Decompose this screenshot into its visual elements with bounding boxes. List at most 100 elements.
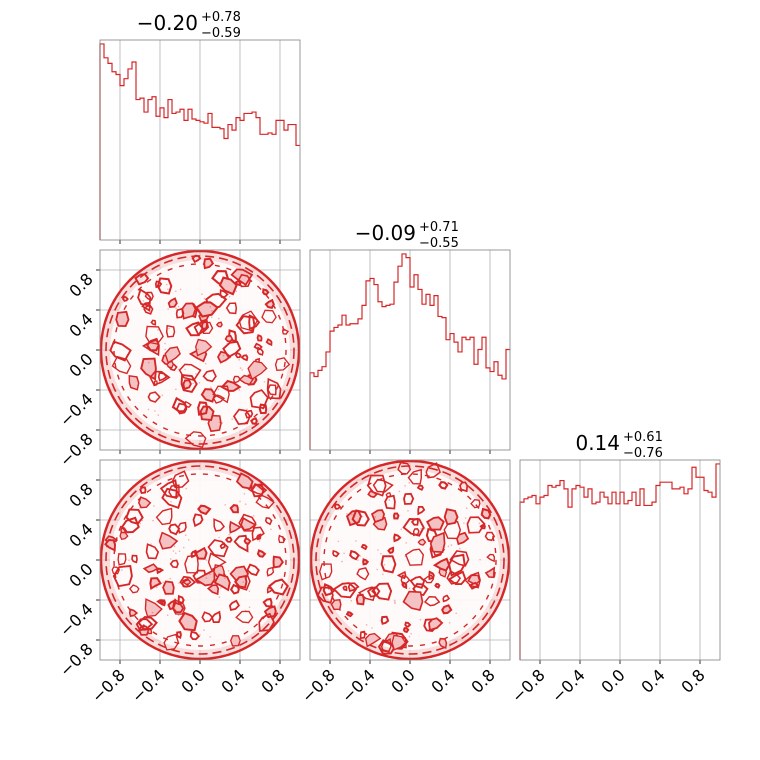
sample-dot <box>346 512 348 515</box>
contour-blob <box>345 611 354 618</box>
sample-dot <box>351 513 353 516</box>
sample-dot <box>227 570 230 572</box>
contour-blob <box>185 321 204 337</box>
sample-dot <box>147 408 150 411</box>
contour-blob <box>250 416 258 425</box>
contour-blob <box>407 468 423 485</box>
sample-dot <box>447 545 450 548</box>
y-tick-label: 0.4 <box>65 519 96 550</box>
sample-dot <box>217 317 220 320</box>
x-tick-label: −0.8 <box>88 665 129 706</box>
contour-blob <box>391 634 407 651</box>
sample-dot <box>463 522 465 524</box>
panel-0-0-title: −0.20 +0.78 −0.59 <box>137 10 241 41</box>
contour-blob <box>218 276 238 296</box>
sample-dot <box>464 517 467 519</box>
contour-blob <box>154 280 163 289</box>
sample-dot <box>400 528 403 531</box>
contour-blob <box>281 327 290 335</box>
sample-dot <box>138 507 141 509</box>
contour-blob <box>181 577 190 588</box>
contour-blob <box>392 512 400 520</box>
contour-blob <box>144 291 154 301</box>
contour-blob <box>128 374 140 391</box>
contour-blob <box>142 339 160 357</box>
contour-blob <box>412 528 420 537</box>
contour-blob <box>219 542 226 550</box>
sample-dot <box>187 539 190 541</box>
x-tick-label: −0.8 <box>298 665 339 706</box>
contour-blob <box>267 384 277 396</box>
contour-blob <box>147 391 161 403</box>
contour-blob <box>250 482 268 496</box>
contour-blob <box>247 360 268 381</box>
sample-dot <box>154 410 156 412</box>
sample-dot <box>408 635 411 638</box>
contour-blob <box>417 538 427 546</box>
sample-dot <box>357 559 359 561</box>
contour-blob <box>238 513 257 532</box>
sample-dot <box>209 386 212 389</box>
contour-blob <box>357 586 377 602</box>
x-tick-label: 0.4 <box>217 665 248 696</box>
contour-blob <box>182 579 192 586</box>
sample-dot <box>152 340 154 342</box>
title-lower-error: −0.76 <box>623 446 663 461</box>
sample-dot <box>180 308 183 310</box>
sample-dot <box>142 300 145 302</box>
sample-dot <box>201 293 203 296</box>
contour-blob <box>134 273 150 286</box>
y-tick-label: 0.8 <box>65 479 96 510</box>
contour-ring <box>113 473 287 647</box>
x-tick-label: 0.8 <box>677 665 708 696</box>
sample-dot <box>361 515 364 518</box>
x-tick-label: 0.4 <box>427 665 458 696</box>
sample-dot <box>199 634 201 636</box>
contour-blob <box>262 288 270 296</box>
sample-dot <box>408 482 411 484</box>
sample-dot <box>238 358 240 361</box>
sample-dot <box>161 394 164 397</box>
sample-dot <box>178 550 181 552</box>
contour-blob <box>380 555 397 574</box>
sample-dot <box>365 624 368 626</box>
sample-dot <box>203 297 206 300</box>
contour-blob <box>244 409 254 419</box>
histogram-panel-0 <box>99 39 301 244</box>
contour-blob <box>393 533 402 543</box>
contour-blob <box>207 539 229 558</box>
sample-dot <box>167 308 169 310</box>
contour-blob <box>180 374 198 393</box>
contour-blob <box>220 379 242 392</box>
sample-dot <box>197 348 199 351</box>
title-upper-error: +0.78 <box>201 10 241 25</box>
sample-dot <box>175 290 177 293</box>
contour-blob <box>200 320 209 331</box>
contour-blob <box>480 507 492 520</box>
sample-dot <box>239 367 242 369</box>
contour-blob <box>162 580 175 595</box>
contour-blob <box>370 509 386 524</box>
sample-dot <box>359 555 362 557</box>
sample-dot <box>254 378 256 381</box>
sample-dot <box>218 353 220 356</box>
contour-blob <box>455 531 470 546</box>
histogram-series-1 <box>309 253 510 450</box>
sample-dot <box>419 618 422 621</box>
sample-dot <box>426 535 429 538</box>
sample-dot <box>170 500 172 503</box>
contour-blob <box>111 355 132 375</box>
contour-ring <box>323 473 497 647</box>
contour-blob <box>272 555 284 569</box>
contour-blob <box>191 254 202 264</box>
sample-dot <box>128 559 130 562</box>
sample-dot <box>198 381 201 384</box>
contour-blob <box>201 611 214 623</box>
contour-blob <box>111 566 121 575</box>
contour-blob <box>200 388 216 403</box>
contour-panel-0-2 <box>96 459 301 664</box>
contour-frame <box>99 459 301 661</box>
contour-blob <box>360 543 368 551</box>
sample-dot <box>350 587 353 590</box>
contour-blob <box>484 531 496 542</box>
